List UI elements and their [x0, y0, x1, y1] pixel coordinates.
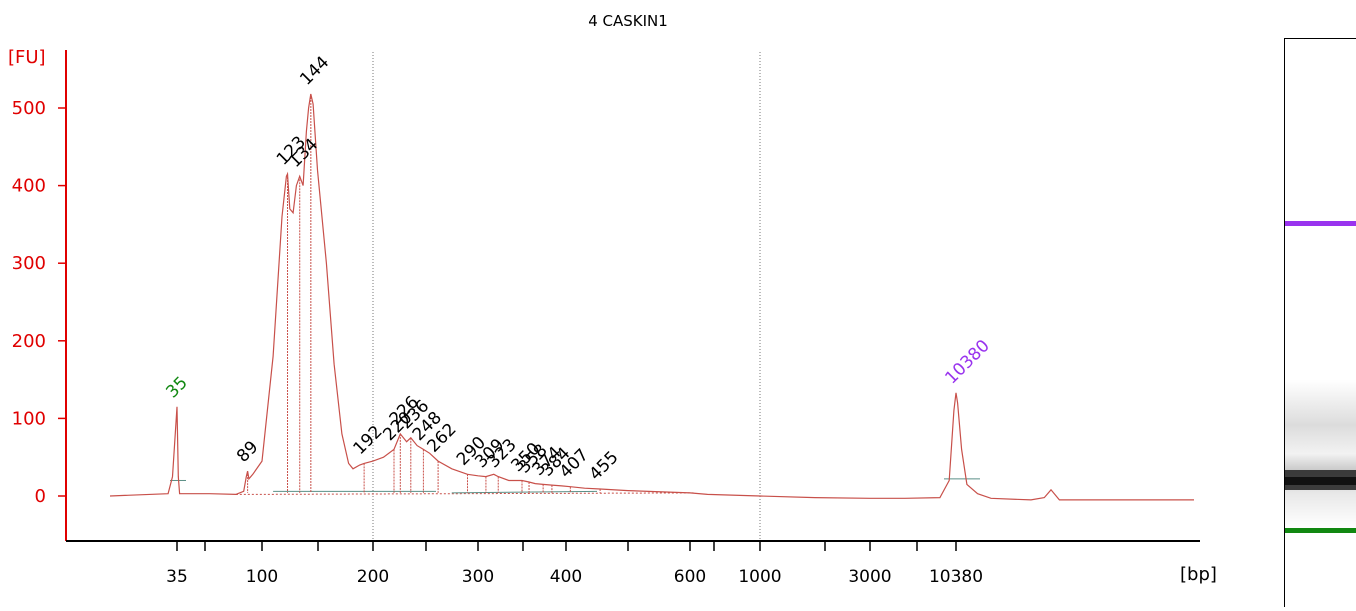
y-tick-label: 500 — [12, 98, 46, 119]
peak-label-455: 455 — [585, 447, 622, 484]
baseline-segment — [451, 490, 598, 494]
y-tick-label: 300 — [12, 253, 46, 274]
gel-upper-marker-band — [1285, 221, 1356, 226]
peak-label-layer: 3589123134144192220226236248262290309323… — [162, 52, 993, 484]
y-tick-label: 200 — [12, 331, 46, 352]
gel-image-panel — [1284, 38, 1356, 607]
x-axis-label: [bp] — [1180, 564, 1217, 585]
y-axis-label: [FU] — [8, 47, 46, 68]
gel-lane — [1285, 39, 1356, 607]
peak-label-144: 144 — [296, 52, 333, 89]
x-tick-label: 600 — [674, 567, 706, 587]
x-tick-label: 10380 — [929, 567, 983, 587]
x-tick-label: 400 — [550, 567, 582, 587]
peak-label-35: 35 — [162, 373, 191, 402]
peak-label-89: 89 — [233, 437, 262, 466]
x-tick-label: 100 — [246, 567, 278, 587]
chart-title: 4 CASKIN1 — [588, 12, 668, 30]
peak-label-10380: 10380 — [941, 336, 993, 388]
x-tick-label: 1000 — [738, 567, 781, 587]
gel-lower-marker-band — [1285, 528, 1356, 533]
electropherogram-chart: 4 CASKIN1 [FU] [bp] 0 100 200 300 400 500 35 10… — [8, 12, 1217, 587]
peak-label-192: 192 — [350, 422, 387, 459]
y-tick-label: 0 — [35, 486, 46, 507]
x-tick-label: 35 — [166, 567, 188, 587]
trace-layer — [109, 93, 1194, 501]
axes-layer: 0 100 200 300 400 500 35 100 200 300 400 600 1000 300… — [12, 50, 1200, 587]
x-tick-label: 200 — [357, 567, 389, 587]
grid-layer — [372, 52, 761, 541]
gel-band-core — [1285, 477, 1356, 485]
y-tick-label: 100 — [12, 408, 46, 429]
baseline-layer — [170, 478, 980, 495]
y-tick-label: 400 — [12, 176, 46, 197]
electropherogram-trace — [109, 93, 1194, 501]
x-tick-label: 300 — [462, 567, 494, 587]
x-tick-label: 3000 — [848, 567, 891, 587]
gel-lane-background — [1285, 39, 1356, 607]
peak-baseline — [235, 492, 694, 495]
